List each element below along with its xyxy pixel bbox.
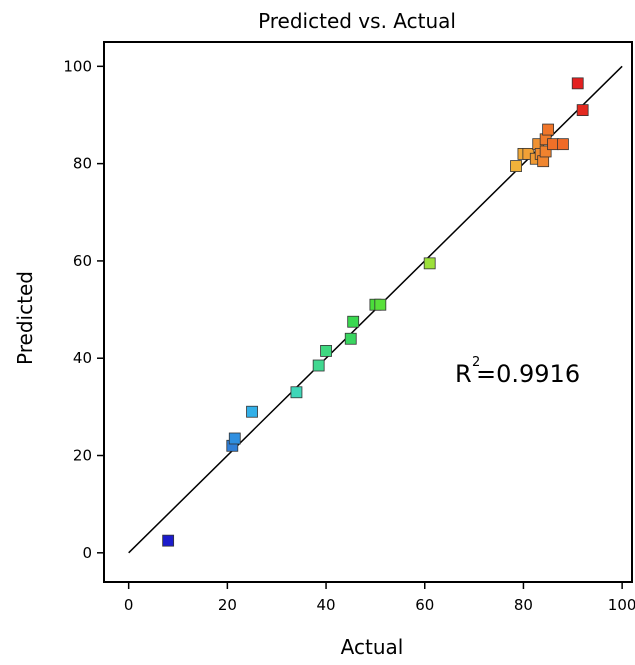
data-point (539, 145, 552, 158)
y-tick-label: 0 (82, 544, 92, 562)
data-point (162, 534, 175, 547)
x-tick-label: 80 (514, 596, 533, 614)
y-tick-label: 40 (73, 349, 92, 367)
y-tick-label: 80 (73, 155, 92, 173)
y-axis: 0 20 40 60 80 100 (63, 57, 104, 562)
chart-title: Predicted vs. Actual (258, 9, 456, 33)
y-axis-title: Predicted (13, 271, 37, 365)
data-point (246, 405, 258, 418)
data-point (228, 432, 241, 445)
data-point (320, 345, 332, 357)
plot-frame (103, 41, 633, 583)
y-tick-label: 60 (73, 252, 92, 270)
annotation-base: R (455, 360, 472, 388)
x-tick-label: 20 (218, 596, 237, 614)
data-point (347, 315, 360, 328)
data-point (542, 123, 555, 136)
data-point (557, 138, 569, 151)
data-point (312, 359, 325, 372)
x-tick-label: 0 (124, 596, 134, 614)
annotation-superscript: 2 (472, 355, 480, 370)
x-tick-label: 60 (415, 596, 434, 614)
data-point (374, 298, 387, 311)
data-point (290, 386, 303, 399)
x-tick-label: 40 (317, 596, 336, 614)
x-axis: 0 20 40 60 80 100 (124, 582, 635, 614)
data-point (547, 138, 559, 151)
data-point (510, 160, 522, 172)
data-point (423, 257, 436, 270)
annotation-value: =0.9916 (476, 360, 580, 388)
r-squared-annotation: R 2 =0.9916 (455, 355, 580, 388)
data-points (162, 77, 589, 547)
data-point (344, 332, 357, 345)
y-tick-label: 20 (73, 447, 92, 465)
data-point (571, 77, 584, 90)
y-tick-label: 100 (63, 57, 92, 75)
x-axis-title: Actual (341, 635, 404, 659)
data-point (576, 104, 589, 117)
x-tick-label: 100 (608, 596, 635, 614)
